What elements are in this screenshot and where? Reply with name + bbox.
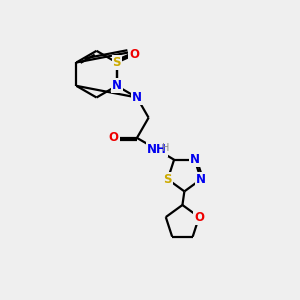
Text: O: O: [129, 48, 139, 61]
Text: O: O: [109, 131, 118, 144]
Text: S: S: [164, 173, 172, 186]
Text: N: N: [190, 153, 200, 166]
Text: N: N: [132, 91, 142, 104]
Text: S: S: [112, 56, 121, 69]
Text: N: N: [196, 173, 206, 186]
Text: H: H: [162, 142, 169, 153]
Text: N: N: [112, 79, 122, 92]
Text: O: O: [194, 211, 204, 224]
Text: NH: NH: [147, 143, 167, 156]
